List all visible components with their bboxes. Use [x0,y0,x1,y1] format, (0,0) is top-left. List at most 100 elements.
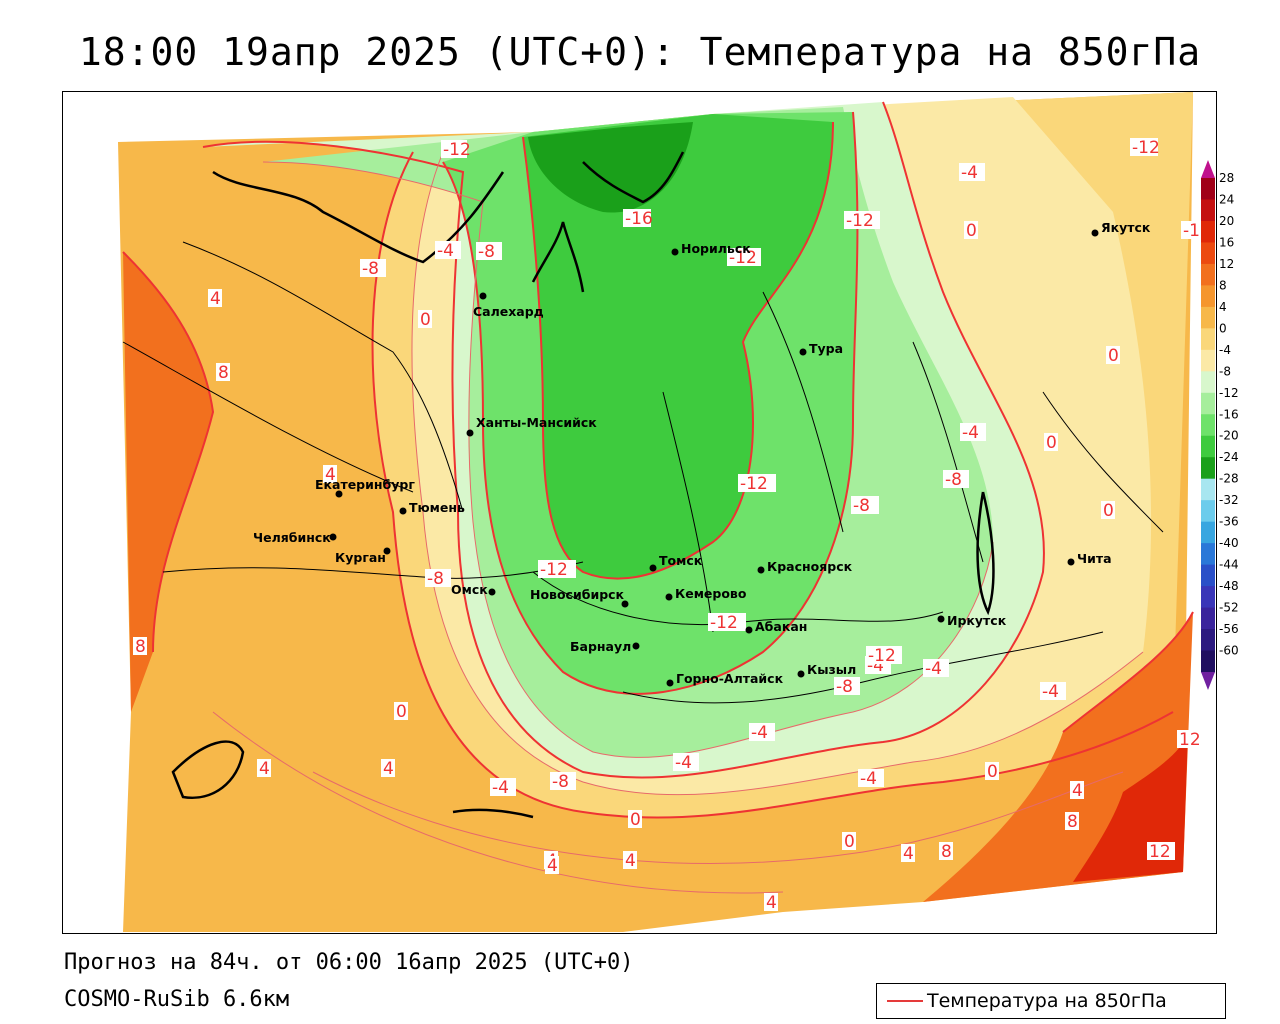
colorbar-cell [1201,414,1215,437]
temperature-colorbar: 28 24 20 16 12 8 4 0 -4 -8 -12 -16 -20 -24 -28 -32 -36 -4… [1199,160,1279,690]
isotherm-label-text: 0 [1108,346,1119,366]
city-khanty-mansiysk: Ханты-Мансийск [466,415,597,437]
isotherm-label: -8 [943,470,969,490]
isotherm-label-text: -8 [362,259,379,279]
isotherm-label: 12 [1147,842,1175,862]
colorbar-cell [1201,650,1215,673]
isotherm-label-text: 8 [135,637,146,657]
isotherm-label: 0 [842,832,856,852]
colorbar-cell [1201,457,1215,480]
isotherm-label-text: 0 [420,310,431,330]
colorbar-tick-label: -40 [1219,536,1239,550]
colorbar-tick-label: 12 [1219,257,1234,271]
city-label: Тюмень [409,500,465,515]
colorbar-cell [1201,629,1215,652]
colorbar-tick-label: 0 [1219,321,1227,335]
colorbar-cell [1201,392,1215,415]
colorbar-cell [1201,435,1215,458]
colorbar-tick-label: -60 [1219,644,1239,658]
isotherm-label: -12 [738,474,776,494]
isotherm-label-text: 12 [1149,842,1171,862]
isotherm-label-text: -16 [625,209,653,229]
colorbar-tick-label: 8 [1219,278,1227,292]
colorbar-cell [1201,607,1215,630]
colorbar-cell [1201,306,1215,329]
map-title: 18:00 19апр 2025 (UTC+0): Температура на… [78,30,1202,74]
colorbar-cell [1201,500,1215,523]
city-label: Иркутск [947,613,1007,628]
colorbar-tick-label: -56 [1219,622,1239,636]
city-markers: Салехард Норильск Тура Якутск Ханты-Манс… [253,220,1151,687]
city-tyumen: Тюмень [399,500,465,515]
isotherm-label: -12 [538,560,576,580]
isotherm-label: 0 [1044,433,1058,453]
isotherm-label-text: 8 [1067,812,1078,832]
colorbar-tick-label: -36 [1219,515,1239,529]
colorbar-tick-label: -28 [1219,472,1239,486]
isotherm-label-text: -8 [853,496,870,516]
isotherm-label-text: 4 [383,759,394,779]
isotherm-label-text: -4 [675,753,692,773]
city-label: Норильск [681,241,751,256]
isotherm-label: 0 [394,702,408,722]
isotherm-label: 8 [939,842,953,862]
isotherm-label-text: -12 [729,248,757,268]
colorbar-cell [1201,199,1215,222]
city-label: Горно-Алтайск [676,671,784,686]
map-legend: Температура на 850гПа [876,983,1226,1019]
isotherm-label: -4 [490,778,516,798]
isotherm-label: 8 [216,363,230,383]
isotherm-label-text: -4 [492,778,509,798]
isotherm-label-text: 4 [903,844,914,864]
isotherm-label-text: -8 [945,470,962,490]
isotherm-label-text: -4 [860,769,877,789]
isotherm-label-text: 4 [210,289,221,309]
colorbar-cell [1201,564,1215,587]
isotherm-label: 12 [1177,730,1205,750]
isotherm-label-text: 4 [325,465,336,485]
isotherm-label: -12 [708,613,746,633]
isotherm-label: -4 [960,423,986,443]
isotherm-label: 0 [628,810,642,830]
isotherm-label: 0 [964,221,978,241]
isotherm-label-text: 0 [630,810,641,830]
isotherm-label-text: 0 [844,832,855,852]
isotherm-label: 4 [208,289,222,309]
isotherm-label-text: 8 [941,842,952,862]
colorbar-tick-label: -48 [1219,579,1239,593]
isotherm-label-text: -12 [868,646,896,666]
city-barnaul: Барнаул [570,639,640,654]
colorbar-tick-label: -32 [1219,493,1239,507]
city-label: Ханты-Мансийск [476,415,597,430]
isotherm-label-text: 0 [1103,501,1114,521]
colorbar-tick-label: 20 [1219,214,1234,228]
isotherm-label-text: -12 [846,211,874,231]
isotherm-label-text: -4 [437,241,454,261]
city-label: Челябинск [253,530,331,545]
city-label: Салехард [473,304,544,319]
isotherm-label-text: 4 [547,856,558,876]
city-label: Кызыл [807,662,856,677]
isotherm-label: 4 [323,465,337,485]
city-label: Курган [335,550,386,565]
isotherm-label: -8 [550,772,576,792]
city-label: Чита [1077,551,1112,566]
city-tura: Тура [799,341,843,356]
isotherm-label: -8 [476,242,502,262]
colorbar-cells [1201,178,1215,673]
city-kyzyl: Кызыл [797,662,856,678]
isotherm-label: 4 [1070,781,1084,801]
city-yakutsk: Якутск [1091,220,1151,237]
city-gorno-altaysk: Горно-Алтайск [666,671,784,687]
isotherm-label: 8 [133,637,147,657]
isotherm-label-text: -8 [552,772,569,792]
isotherm-label-text: -8 [478,242,495,262]
isotherm-label-text: -8 [836,677,853,697]
colorbar-tick-label: 24 [1219,192,1234,206]
isotherm-label: -4 [673,753,699,773]
city-label: Кемерово [675,586,747,601]
city-label: Тура [809,341,843,356]
isotherm-label: -4 [435,241,461,261]
city-norilsk: Норильск [671,241,751,256]
model-name: COSMO-RuSib 6.6км [64,987,290,1012]
